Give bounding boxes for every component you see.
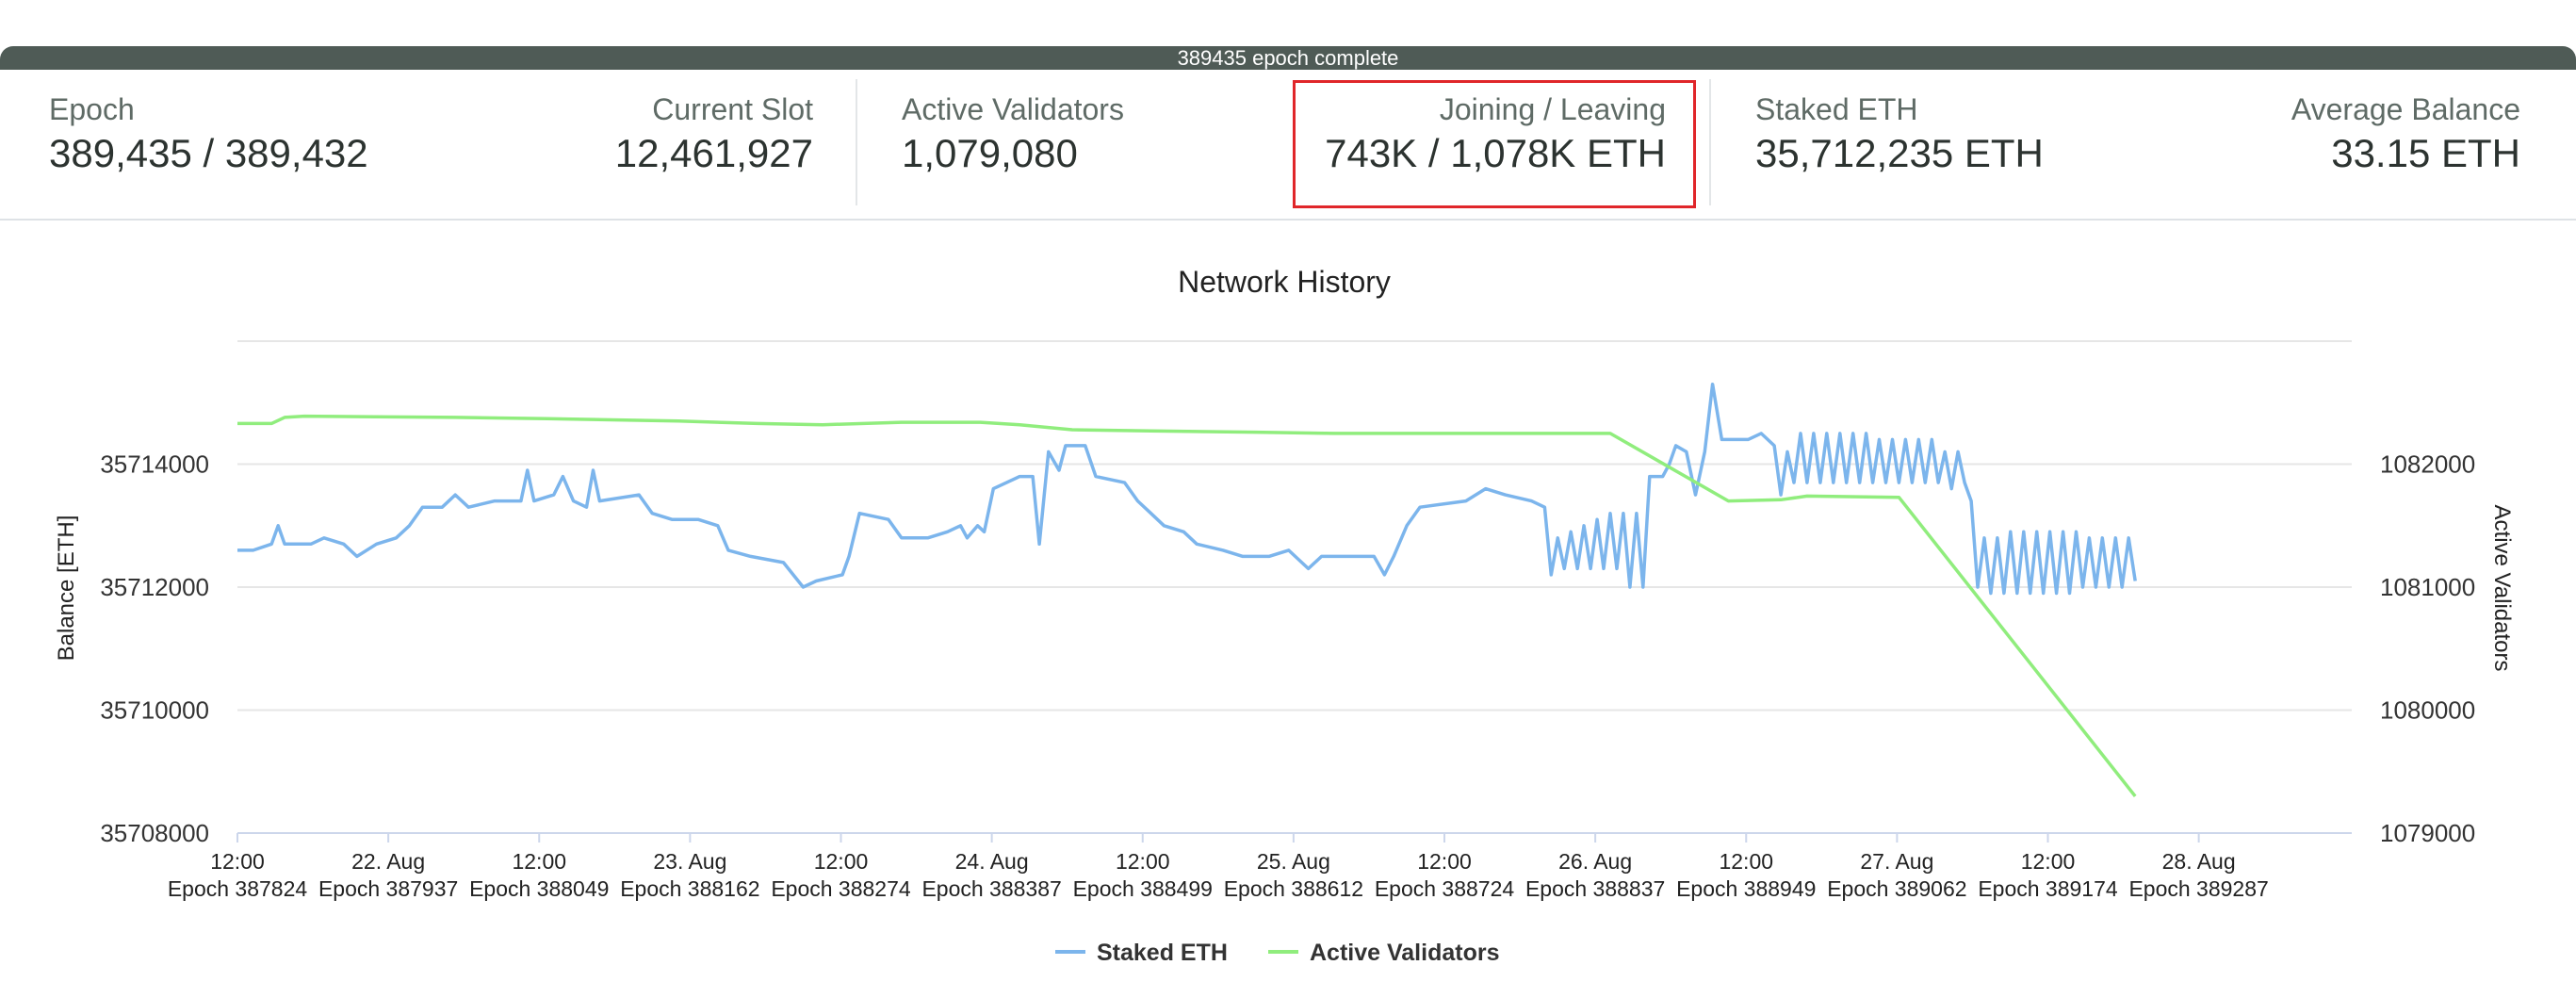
legend-item-staked-eth[interactable]: Staked ETH (1055, 940, 1228, 966)
x-tick-date-label: 23. Aug (653, 849, 726, 874)
y-axis-left: 35714000 35712000 35710000 35708000 (100, 450, 209, 848)
x-tick-date-label: 22. Aug (351, 849, 425, 874)
stat-staked-eth: Staked ETH 35,712,235 ETH (1755, 90, 2044, 179)
chart-svg: Network History 35714000 35712000 35710000… (54, 265, 2515, 966)
x-tick-epoch-label: Epoch 389062 (1827, 876, 1966, 901)
highlight-box (1293, 80, 1696, 208)
x-tick-epoch-label: Epoch 389287 (2128, 876, 2268, 901)
x-tick-epoch-label: Epoch 388162 (620, 876, 759, 901)
x-tick-epoch-label: Epoch 388724 (1375, 876, 1515, 901)
y-right-tick-label: 1082000 (2380, 450, 2475, 479)
stat-joining-leaving: Joining / Leaving 743K / 1,078K ETH (1325, 90, 1666, 179)
x-tick-epoch-label: Epoch 388387 (921, 876, 1061, 901)
stat-current-slot-value: 12,461,927 (614, 131, 813, 175)
x-tick-date-label: 12:00 (1719, 849, 1773, 874)
x-tick-epoch-label: Epoch 389174 (1978, 876, 2118, 901)
stat-active-validators-value: 1,079,080 (902, 131, 1078, 175)
stat-active-validators-label: Active Validators (902, 92, 1124, 126)
stat-current-slot-label: Current Slot (652, 92, 813, 126)
stat-epoch-label: Epoch (49, 92, 135, 126)
x-tick-epoch-label: Epoch 388949 (1676, 876, 1816, 901)
staked-eth-line (237, 382, 2137, 596)
y-right-tick-label: 1080000 (2380, 696, 2475, 725)
x-tick-date-label: 12:00 (1116, 849, 1170, 874)
legend-item-active-validators[interactable]: Active Validators (1268, 940, 1499, 966)
y-axis-right-title: Active Validators (2489, 505, 2515, 672)
active-validators-line (237, 414, 2137, 797)
y-right-tick-label: 1079000 (2380, 819, 2475, 847)
chart-title: Network History (1178, 265, 1391, 299)
y-axis-left-title: Balance [ETH] (54, 515, 79, 662)
chart-legend: Staked ETH Active Validators (1055, 940, 1499, 966)
x-tick-date-label: 26. Aug (1558, 849, 1632, 874)
x-tick-date-label: 12:00 (2021, 849, 2076, 874)
epoch-progress-bar: 389435 epoch complete (0, 46, 2576, 70)
x-tick-epoch-label: Epoch 388499 (1073, 876, 1213, 901)
stat-average-balance-label: Average Balance (2291, 92, 2520, 126)
x-tick-date-label: 24. Aug (955, 849, 1029, 874)
y-left-tick-label: 35710000 (100, 696, 209, 725)
x-tick-epoch-label: Epoch 388274 (771, 876, 911, 901)
x-tick-date-label: 28. Aug (2162, 849, 2236, 874)
series-lines (237, 382, 2137, 797)
grid-lines (237, 340, 2352, 834)
stats-panel: Epoch 389,435 / 389,432 Current Slot 12,… (0, 70, 2576, 221)
x-tick-epoch-label: Epoch 387937 (318, 876, 458, 901)
x-tick-date-label: 25. Aug (1257, 849, 1330, 874)
x-tick-date-label: 27. Aug (1860, 849, 1933, 874)
stat-staked-eth-label: Staked ETH (1755, 92, 1918, 126)
legend-label: Staked ETH (1097, 940, 1228, 966)
x-tick-epoch-label: Epoch 388837 (1525, 876, 1665, 901)
stat-epoch-value: 389,435 / 389,432 (49, 131, 368, 175)
stat-average-balance: Average Balance 33.15 ETH (2291, 90, 2520, 179)
x-tick-epoch-label: Epoch 388049 (469, 876, 609, 901)
epoch-progress-label: 389435 epoch complete (1177, 46, 1399, 70)
stat-active-validators: Active Validators 1,079,080 (902, 90, 1124, 179)
stat-current-slot: Current Slot 12,461,927 (615, 90, 813, 179)
y-axis-right: 1082000 1081000 1080000 1079000 (2380, 450, 2475, 848)
x-tick-date-label: 12:00 (814, 849, 869, 874)
x-tick-date-label: 12:00 (210, 849, 265, 874)
y-left-tick-label: 35712000 (100, 573, 209, 601)
stat-joining-leaving-label: Joining / Leaving (1439, 92, 1666, 126)
stat-staked-eth-value: 35,712,235 ETH (1755, 131, 2044, 175)
x-tick-epoch-label: Epoch 388612 (1224, 876, 1363, 901)
y-left-tick-label: 35714000 (100, 450, 209, 479)
legend-label: Active Validators (1310, 940, 1499, 966)
stat-divider (1709, 79, 1711, 205)
stat-divider (856, 79, 857, 205)
x-tick-date-label: 12:00 (1417, 849, 1472, 874)
x-tick-date-label: 12:00 (512, 849, 566, 874)
x-tick-epoch-label: Epoch 387824 (168, 876, 308, 901)
y-left-tick-label: 35708000 (100, 819, 209, 847)
y-right-tick-label: 1081000 (2380, 573, 2475, 601)
stat-joining-leaving-value: 743K / 1,078K ETH (1325, 131, 1666, 175)
stat-average-balance-value: 33.15 ETH (2331, 131, 2520, 175)
stat-epoch: Epoch 389,435 / 389,432 (49, 90, 368, 179)
network-history-chart: Network History 35714000 35712000 35710000… (0, 221, 2576, 993)
